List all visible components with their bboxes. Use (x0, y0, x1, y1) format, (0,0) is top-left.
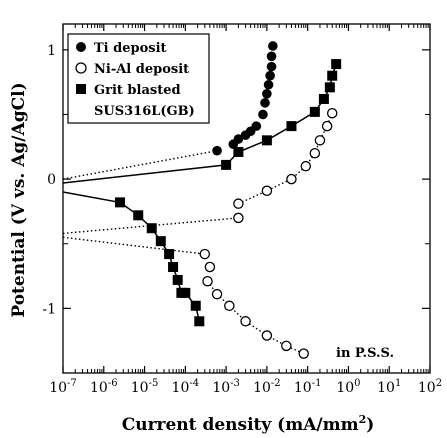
x-tick-label: 100 (336, 378, 360, 396)
x-tick-label: 10-4 (172, 378, 200, 396)
x-axis-title-sup: 2 (359, 413, 367, 426)
x-tick-label: 10-3 (212, 378, 240, 396)
legend-label-gb-line1: Grit blasted (94, 83, 181, 98)
legend: Ti deposit Ni-Al deposit Grit blasted SU… (67, 33, 210, 124)
point-nial-deposit (321, 120, 333, 132)
point-grit-blasted (331, 59, 342, 70)
x-axis-title: Current density (mA/mm2) (122, 413, 375, 435)
point-ti-deposit (212, 145, 222, 156)
point-ti-deposit (265, 70, 275, 81)
x-axis-ticks: 10-7 10-6 10-5 10-4 10-3 10-2 10-1 100 101 102 (49, 24, 442, 396)
data-points (115, 41, 342, 359)
plot-frame (62, 23, 431, 374)
legend-marker-ti (76, 42, 86, 52)
point-nial-deposit (326, 107, 338, 119)
legend-marker-gb (76, 84, 86, 94)
point-grit-blasted (286, 121, 297, 132)
point-nial-deposit (309, 148, 321, 159)
point-ti-deposit (262, 89, 272, 99)
point-nial-deposit (204, 261, 216, 273)
x-tick-label: 10-5 (131, 378, 159, 396)
point-grit-blasted (190, 300, 201, 311)
series-line-2 (62, 63, 337, 184)
legend-label-nial: Ni-Al deposit (94, 62, 189, 77)
point-grit-blasted (233, 146, 244, 157)
point-grit-blasted (115, 197, 126, 208)
point-grit-blasted (327, 70, 338, 81)
point-nial-deposit (211, 288, 223, 300)
point-grit-blasted (324, 82, 335, 93)
point-grit-blasted (172, 274, 183, 285)
y-axis-title: Potential (V vs. Ag/AgCl) (9, 82, 29, 317)
x-tick-label: 10-1 (294, 378, 322, 396)
y-tick-label: 0 (47, 172, 56, 188)
point-grit-blasted (318, 93, 329, 104)
legend-label-gb-line2: SUS316L(GB) (94, 104, 195, 119)
x-tick-label: 10-6 (90, 378, 118, 396)
point-nial-deposit (233, 198, 244, 209)
point-ti-deposit (233, 134, 244, 144)
point-grit-blasted (155, 236, 166, 247)
point-grit-blasted (221, 159, 232, 170)
point-ti-deposit (268, 41, 278, 51)
point-nial-deposit (261, 330, 273, 341)
point-ti-deposit (266, 51, 277, 62)
point-nial-deposit (281, 340, 292, 352)
series-line-2 (62, 191, 201, 322)
x-tick-label: 10-7 (49, 378, 77, 396)
x-tick-label: 102 (418, 378, 442, 396)
point-nial-deposit (199, 248, 211, 260)
x-tick-label: 10-2 (253, 378, 281, 396)
x-tick-label: 101 (377, 378, 401, 396)
y-tick-label: 1 (47, 43, 56, 59)
legend-marker-nial (75, 62, 87, 74)
point-nial-deposit (300, 160, 312, 172)
point-grit-blasted (133, 210, 144, 221)
series-line-1 (62, 236, 205, 255)
point-grit-blasted (146, 223, 157, 234)
point-grit-blasted (194, 316, 205, 327)
legend-box (67, 33, 210, 124)
plot-area (62, 23, 431, 374)
point-ti-deposit (258, 109, 268, 120)
point-nial-deposit (298, 348, 309, 359)
point-ti-deposit (260, 98, 270, 108)
point-grit-blasted (168, 262, 179, 273)
point-nial-deposit (314, 135, 326, 146)
point-nial-deposit (224, 300, 235, 312)
point-nial-deposit (233, 212, 244, 224)
point-nial-deposit (261, 185, 273, 196)
condition-annotation: in P.S.S. (336, 346, 394, 361)
point-grit-blasted (309, 106, 320, 117)
point-grit-blasted (180, 287, 191, 298)
point-ti-deposit (263, 79, 274, 90)
point-nial-deposit (286, 173, 297, 185)
point-ti-deposit (251, 121, 262, 131)
point-grit-blasted (261, 135, 272, 146)
legend-label-ti: Ti deposit (94, 41, 167, 56)
point-ti-deposit (266, 61, 277, 72)
point-nial-deposit (240, 316, 251, 327)
y-tick-label: -1 (42, 301, 56, 317)
point-grit-blasted (164, 249, 175, 260)
point-nial-deposit (202, 275, 213, 287)
